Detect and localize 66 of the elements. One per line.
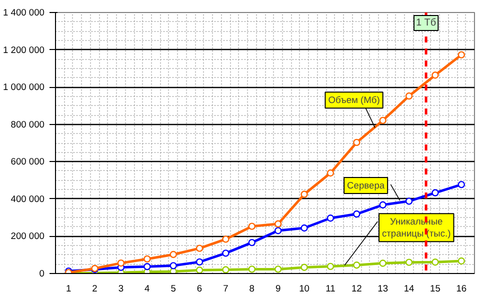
point bbox=[248, 266, 256, 273]
y-tick-label: 1 400 000 bbox=[3, 8, 44, 18]
point bbox=[458, 180, 466, 188]
point bbox=[170, 250, 177, 258]
point bbox=[196, 244, 204, 252]
x-tick-label: 15 bbox=[430, 284, 440, 294]
point bbox=[405, 258, 413, 266]
point bbox=[458, 257, 466, 265]
x-tick-label: 14 bbox=[404, 284, 414, 294]
point bbox=[379, 116, 386, 124]
y-tick-label: 600 000 bbox=[10, 156, 45, 167]
x-tick-label: 1 bbox=[66, 284, 72, 294]
y-tick-label: 400 000 bbox=[10, 194, 45, 204]
point bbox=[196, 258, 204, 266]
point bbox=[274, 266, 282, 273]
point bbox=[405, 198, 413, 205]
point bbox=[170, 262, 177, 270]
x-tick-label: 9 bbox=[276, 284, 281, 294]
x-tick-label: 16 bbox=[456, 284, 467, 294]
x-tick-label: 6 bbox=[196, 284, 202, 294]
point bbox=[222, 250, 230, 257]
ref-line-label: 1 Тб bbox=[416, 18, 436, 28]
point bbox=[248, 238, 256, 246]
point bbox=[432, 189, 439, 196]
point bbox=[353, 138, 360, 146]
series-label: Объем (Мб) bbox=[328, 95, 380, 106]
y-tick-label: 1 000 000 bbox=[3, 82, 44, 92]
point bbox=[432, 72, 439, 79]
text: Уникальные страницы (тыс.) bbox=[382, 216, 451, 239]
point bbox=[222, 266, 230, 274]
series-label: Сервера bbox=[347, 180, 386, 191]
point bbox=[274, 227, 282, 234]
y-tick-label: 1 200 000 bbox=[3, 44, 44, 55]
y-tick-label: 800 000 bbox=[10, 119, 45, 130]
x-tick-label: 5 bbox=[170, 284, 176, 294]
x-tick-label: 7 bbox=[223, 284, 228, 294]
point bbox=[326, 214, 334, 222]
point bbox=[458, 51, 466, 58]
point bbox=[353, 262, 360, 269]
x-tick-label: 2 bbox=[92, 284, 98, 294]
point bbox=[196, 266, 204, 274]
point bbox=[144, 263, 151, 270]
point bbox=[379, 201, 386, 208]
point bbox=[326, 262, 334, 270]
y-tick-label: 200 000 bbox=[10, 231, 45, 242]
point bbox=[405, 92, 413, 100]
point bbox=[300, 190, 308, 198]
point bbox=[379, 260, 386, 267]
point bbox=[432, 258, 439, 266]
x-tick-label: 12 bbox=[351, 284, 362, 294]
x-tick-label: 3 bbox=[118, 284, 124, 294]
x-tick-label: 11 bbox=[326, 284, 336, 294]
point bbox=[274, 220, 282, 228]
point bbox=[300, 264, 308, 271]
x-tick-label: 13 bbox=[378, 284, 388, 294]
x-tick-label: 10 bbox=[299, 284, 310, 294]
point bbox=[326, 169, 334, 177]
point bbox=[117, 259, 125, 267]
point bbox=[300, 224, 308, 232]
x-tick-label: 8 bbox=[249, 284, 255, 294]
point bbox=[222, 236, 230, 243]
y-tick-label: 0 bbox=[39, 268, 45, 278]
point bbox=[144, 255, 151, 263]
x-tick-label: 4 bbox=[144, 284, 150, 294]
point bbox=[248, 222, 256, 230]
point bbox=[353, 210, 360, 218]
